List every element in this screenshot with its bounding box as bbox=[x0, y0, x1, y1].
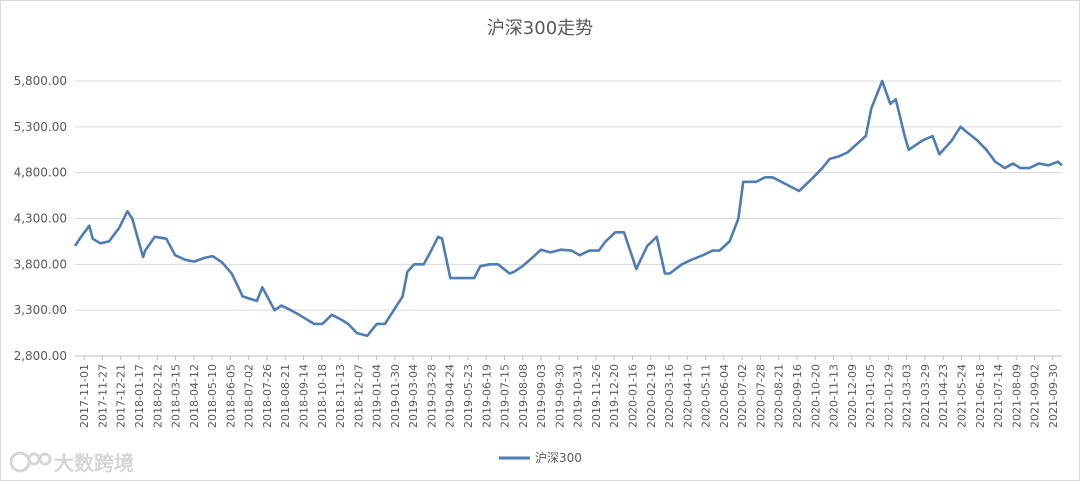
x-tick-label: 2020-07-28 bbox=[754, 364, 767, 428]
x-tick-label: 2019-07-15 bbox=[499, 364, 512, 428]
x-tick-label: 2019-03-28 bbox=[425, 364, 438, 428]
series-lines bbox=[73, 79, 1063, 338]
y-tick-label: 4,800.00 bbox=[14, 166, 67, 180]
x-tick-label: 2018-04-12 bbox=[188, 364, 201, 428]
y-tick-label: 3,800.00 bbox=[14, 257, 67, 271]
y-tick-label: 3,300.00 bbox=[14, 303, 67, 317]
x-tick-label: 2018-07-02 bbox=[243, 364, 256, 428]
x-tick-label: 2021-05-24 bbox=[955, 364, 968, 428]
x-tick-label: 2018-01-17 bbox=[133, 364, 146, 428]
x-tick-label: 2017-11-01 bbox=[78, 364, 91, 428]
x-tick-label: 2020-01-16 bbox=[626, 364, 639, 428]
x-tick-label: 2019-01-30 bbox=[389, 364, 402, 428]
y-axis-tick-labels: 2,800.00 3,300.00 3,800.00 4,300.00 4,800.00… bbox=[14, 74, 67, 363]
series-line-hs300 bbox=[73, 79, 1063, 338]
x-tick-label: 2020-07-02 bbox=[736, 364, 749, 428]
x-tick-label: 2020-04-10 bbox=[681, 364, 694, 428]
x-tick-label: 2019-12-20 bbox=[608, 364, 621, 428]
x-tick-label: 2018-09-14 bbox=[297, 364, 310, 428]
x-tick-label: 2019-04-24 bbox=[444, 364, 457, 428]
x-tick-label: 2018-07-26 bbox=[261, 364, 274, 428]
x-tick-label: 2018-08-21 bbox=[279, 364, 292, 428]
x-tick-label: 2021-09-30 bbox=[1047, 364, 1060, 428]
x-tick-label: 2020-05-11 bbox=[700, 364, 713, 428]
watermark-logo: 大数跨境 bbox=[9, 451, 134, 475]
x-tick-label: 2021-07-14 bbox=[992, 364, 1005, 428]
x-tick-label: 2017-12-21 bbox=[115, 364, 128, 428]
x-tick-label: 2021-01-29 bbox=[882, 364, 895, 428]
x-tick-label: 2017-11-27 bbox=[96, 364, 109, 428]
x-tick-label: 2021-03-29 bbox=[919, 364, 932, 428]
x-tick-label: 2019-09-03 bbox=[535, 364, 548, 428]
y-tick-label: 2,800.00 bbox=[14, 349, 67, 363]
x-tick-label: 2020-06-04 bbox=[718, 364, 731, 428]
x-tick-label: 2020-11-13 bbox=[828, 364, 841, 428]
x-tick-label: 2020-02-19 bbox=[645, 364, 658, 428]
x-tick-label: 2018-12-07 bbox=[352, 364, 365, 428]
x-tick-label: 2020-09-16 bbox=[791, 364, 804, 428]
legend[interactable]: 沪深300 bbox=[499, 451, 582, 465]
x-tick-label: 2019-08-08 bbox=[517, 364, 530, 428]
x-tick-label: 2020-10-20 bbox=[809, 364, 822, 428]
y-tick-label: 4,300.00 bbox=[14, 212, 67, 226]
x-tick-label: 2021-04-23 bbox=[937, 364, 950, 428]
x-tick-label: 2019-03-04 bbox=[407, 364, 420, 428]
x-tick-label: 2020-12-09 bbox=[846, 364, 859, 428]
x-tick-label: 2021-08-09 bbox=[1010, 364, 1023, 428]
x-tick-label: 2021-03-03 bbox=[901, 364, 914, 428]
chart-title: 沪深300走势 bbox=[487, 18, 593, 39]
watermark-text: 大数跨境 bbox=[54, 451, 134, 475]
x-tick-label: 2019-11-26 bbox=[590, 364, 603, 428]
x-tick-label: 2018-02-12 bbox=[151, 364, 164, 428]
x-tick-label: 2021-06-18 bbox=[974, 364, 987, 428]
x-tick-label: 2018-03-15 bbox=[170, 364, 183, 428]
x-tick-label: 2018-05-10 bbox=[206, 364, 219, 428]
legend-label: 沪深300 bbox=[535, 451, 582, 465]
x-tick-label: 2019-05-23 bbox=[462, 364, 475, 428]
x-tick-label: 2018-11-13 bbox=[334, 364, 347, 428]
x-tick-label: 2020-08-21 bbox=[773, 364, 786, 428]
x-axis-tick-labels: 2017-11-01 2017-11-27 2017-12-21 2018-01-17… bbox=[78, 356, 1060, 428]
x-tick-label: 2019-10-31 bbox=[572, 364, 585, 428]
x-tick-label: 2021-09-02 bbox=[1029, 364, 1042, 428]
x-tick-label: 2020-03-16 bbox=[663, 364, 676, 428]
y-tick-label: 5,800.00 bbox=[14, 74, 67, 88]
x-tick-label: 2021-01-05 bbox=[864, 364, 877, 428]
x-tick-label: 2019-09-30 bbox=[553, 364, 566, 428]
x-tick-label: 2019-01-04 bbox=[371, 364, 384, 428]
y-tick-label: 5,300.00 bbox=[14, 120, 67, 134]
x-tick-label: 2019-06-19 bbox=[480, 364, 493, 428]
x-tick-label: 2018-06-05 bbox=[224, 364, 237, 428]
x-tick-label: 2018-10-18 bbox=[316, 364, 329, 428]
